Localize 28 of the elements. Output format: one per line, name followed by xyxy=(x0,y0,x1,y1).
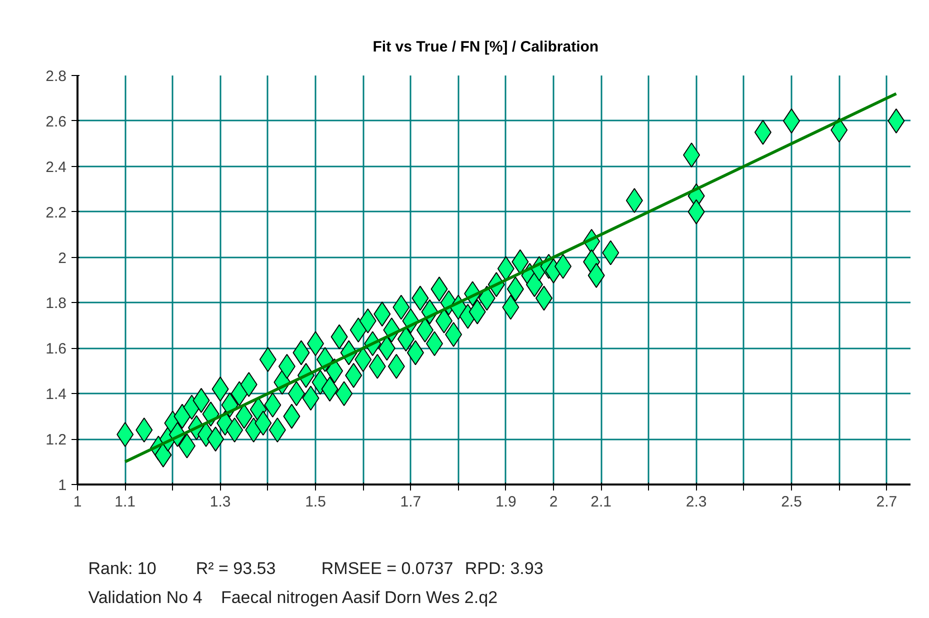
y-tick-label: 2 xyxy=(58,250,66,267)
text: Faecal nitrogen Aasif Dorn Wes 2.q2 xyxy=(220,588,498,607)
y-tick-label: 1 xyxy=(58,477,66,494)
x-tick-label: 2.1 xyxy=(590,494,612,510)
x-tick-label: 1.9 xyxy=(495,494,516,510)
x-tick-label: 2.5 xyxy=(781,494,802,510)
text: R² = 93.53 xyxy=(196,559,276,578)
x-tick-label: 1.1 xyxy=(114,494,136,510)
y-tick-label: 2.8 xyxy=(46,68,67,85)
x-tick-label: 1.7 xyxy=(400,494,422,510)
x-tick-label: 2 xyxy=(549,494,558,510)
y-tick-label: 2.6 xyxy=(46,113,67,130)
text: Rank: 10 xyxy=(88,559,156,578)
y-tick-label: 1.2 xyxy=(46,432,67,449)
y-tick-label: 1.4 xyxy=(46,386,67,404)
chart-title: Fit vs True / FN [%] / Calibration xyxy=(372,38,599,56)
y-tick-label: 2.2 xyxy=(46,204,67,222)
y-tick-label: 2.4 xyxy=(46,158,67,176)
x-tick-label: 2.7 xyxy=(876,494,898,510)
x-tick-label: 1 xyxy=(73,494,82,510)
x-tick-label: 1.5 xyxy=(305,494,326,510)
x-tick-label: 1.3 xyxy=(210,494,231,510)
text: RPD: 3.93 xyxy=(464,559,544,578)
text: Validation No 4 xyxy=(88,588,202,607)
y-tick-label: 1.8 xyxy=(46,295,67,312)
y-tick-label: 1.6 xyxy=(46,340,67,358)
x-tick-label: 2.3 xyxy=(686,494,707,510)
text: RMSEE = 0.0737 xyxy=(321,559,454,578)
